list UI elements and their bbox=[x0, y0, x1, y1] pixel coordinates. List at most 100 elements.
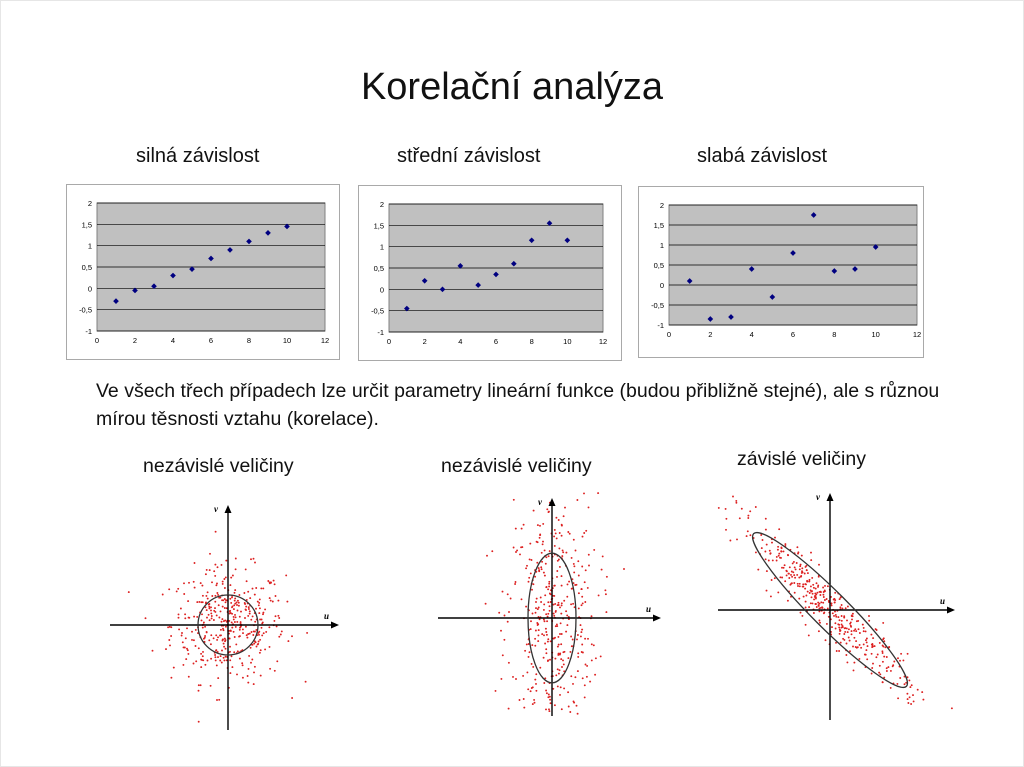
scatter-dot bbox=[529, 542, 532, 545]
scatter-dot bbox=[870, 633, 873, 636]
scatter-dot bbox=[201, 601, 204, 604]
scatter-dot bbox=[592, 644, 595, 647]
scatter-dot bbox=[221, 638, 224, 641]
scatter-dot bbox=[208, 603, 211, 605]
scatter-dot bbox=[882, 638, 885, 641]
scatter-dot bbox=[798, 585, 801, 588]
scatter-dot bbox=[581, 595, 584, 598]
scatter-dot bbox=[593, 548, 596, 551]
scatter-dot bbox=[892, 664, 895, 667]
scatter-dot bbox=[223, 645, 226, 648]
scatter-dot bbox=[745, 535, 748, 538]
scatter-dot bbox=[553, 704, 556, 707]
u-axis-arrow bbox=[331, 621, 339, 629]
scatter-dot bbox=[537, 623, 540, 626]
scatter-dot bbox=[223, 637, 226, 640]
confidence-ellipse bbox=[527, 552, 577, 684]
scatter-dot bbox=[557, 635, 560, 638]
scatter-dot bbox=[921, 691, 924, 694]
scatter-dot bbox=[201, 626, 204, 629]
scatter-dot bbox=[543, 574, 546, 577]
scatter-dot bbox=[514, 583, 517, 585]
scatter-dot bbox=[814, 594, 817, 597]
scatter-dot bbox=[847, 628, 850, 631]
scatter-dot bbox=[528, 651, 531, 654]
scatter-dot bbox=[530, 559, 533, 561]
scatter-dot bbox=[210, 612, 213, 615]
scatter-dot bbox=[545, 556, 548, 559]
scatter-dot bbox=[534, 644, 537, 647]
scatter-dot bbox=[814, 596, 817, 599]
scatter-dot bbox=[217, 593, 220, 596]
scatter-dot bbox=[252, 557, 255, 560]
scatter-dot bbox=[209, 552, 211, 555]
scatter-dot bbox=[897, 697, 900, 700]
scatter-dot bbox=[287, 640, 290, 643]
scatter-dot bbox=[250, 661, 252, 664]
scatter-dot bbox=[560, 643, 563, 646]
scatter-dot bbox=[729, 539, 732, 542]
scatter-dot bbox=[272, 579, 275, 582]
scatter-dot bbox=[254, 641, 257, 644]
scatter-dot bbox=[540, 601, 543, 603]
scatter-dot bbox=[262, 587, 265, 590]
scatter-dot bbox=[525, 567, 528, 570]
scatter-dot bbox=[257, 631, 260, 634]
scatter-dot bbox=[252, 683, 255, 686]
x-tick-label: 2 bbox=[133, 336, 137, 345]
scatter-dot bbox=[560, 604, 563, 607]
scatter-dot bbox=[590, 615, 593, 618]
scatter-dot bbox=[553, 528, 556, 531]
scatter-dot bbox=[214, 574, 217, 577]
scatter-dot bbox=[567, 531, 570, 533]
scatter-dot bbox=[838, 650, 841, 652]
scatter-dot bbox=[950, 707, 953, 710]
scatter-dot bbox=[229, 650, 231, 653]
scatter-dot bbox=[807, 634, 810, 637]
scatter-dot bbox=[785, 574, 788, 577]
scatter-dot bbox=[217, 656, 219, 659]
scatter-dot bbox=[842, 637, 845, 640]
scatter-dot bbox=[247, 633, 250, 635]
scatter-dot bbox=[197, 720, 200, 723]
scatter-3: vu bbox=[717, 492, 955, 720]
scatter-dot bbox=[810, 596, 813, 599]
y-tick-label: 1,5 bbox=[374, 221, 384, 230]
scatter-dot bbox=[223, 587, 226, 589]
scatter-dot bbox=[906, 676, 909, 679]
scatter-dot bbox=[547, 601, 550, 604]
scatter-dot bbox=[177, 613, 180, 616]
v-axis-label: v bbox=[538, 497, 543, 507]
scatter-dot bbox=[191, 638, 193, 641]
scatter-dot bbox=[197, 689, 200, 692]
scatter-dot bbox=[833, 614, 835, 617]
scatter-dot bbox=[809, 589, 812, 592]
scatter-dot bbox=[586, 664, 589, 667]
scatter-dot bbox=[247, 667, 250, 670]
scatter-dot bbox=[538, 569, 541, 572]
scatter-dot bbox=[565, 630, 568, 633]
scatter-dot bbox=[870, 652, 873, 655]
scatter-dot bbox=[187, 600, 190, 603]
scatter-dot bbox=[852, 669, 855, 672]
scatter-dot bbox=[577, 560, 580, 563]
scatter-dot bbox=[549, 702, 552, 705]
scatter-dot bbox=[873, 645, 876, 648]
scatter-dot bbox=[767, 559, 770, 562]
scatter-dot bbox=[573, 701, 576, 704]
scatter-dot bbox=[258, 651, 261, 654]
scatter-dot bbox=[838, 619, 841, 622]
scatter-dot bbox=[264, 608, 267, 611]
scatter-dot bbox=[793, 582, 796, 584]
y-tick-label: 2 bbox=[380, 200, 384, 209]
scatter-dot bbox=[219, 655, 222, 658]
scatter-dot bbox=[221, 605, 224, 608]
scatter-dot bbox=[724, 507, 727, 510]
scatter-dot bbox=[252, 634, 255, 636]
scatter-dot bbox=[151, 649, 154, 652]
scatter-dot bbox=[221, 618, 224, 621]
scatter-dot bbox=[909, 686, 912, 689]
y-tick-label: -1 bbox=[377, 328, 384, 337]
scatter-dot bbox=[554, 532, 557, 535]
scatter-dot bbox=[809, 602, 812, 605]
